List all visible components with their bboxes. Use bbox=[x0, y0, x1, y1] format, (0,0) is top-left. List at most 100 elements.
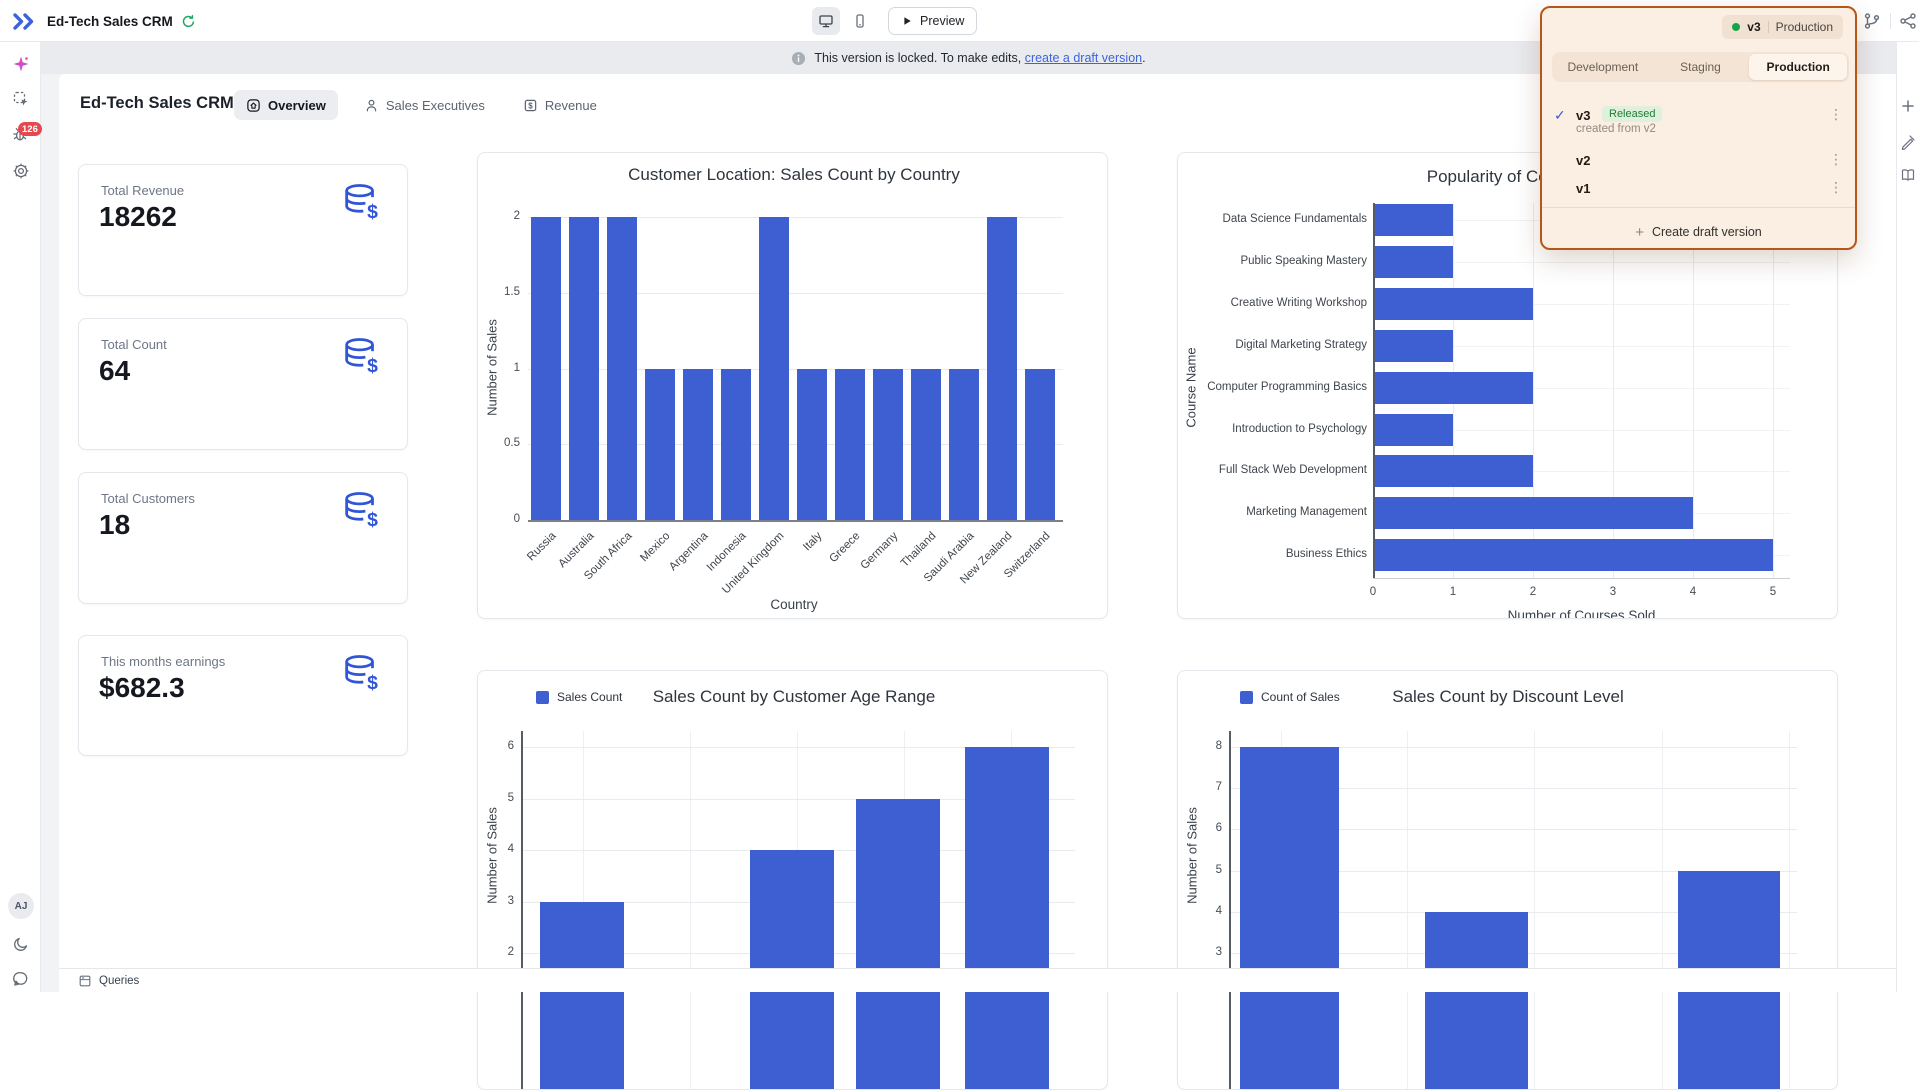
bar bbox=[797, 369, 827, 521]
version-row-v1[interactable]: v1 ⋮ bbox=[1554, 177, 1843, 201]
kebab-menu-icon[interactable]: ⋮ bbox=[1829, 179, 1843, 196]
bar bbox=[1025, 369, 1055, 521]
bar bbox=[1373, 372, 1533, 404]
y-axis-title: Number of Sales bbox=[485, 776, 500, 936]
bar bbox=[540, 902, 624, 1090]
version-pill-environment: Production bbox=[1776, 20, 1833, 34]
dark-mode-icon[interactable] bbox=[12, 935, 30, 953]
library-icon[interactable] bbox=[1900, 167, 1916, 183]
select-icon[interactable] bbox=[12, 90, 30, 108]
version-name: v3 bbox=[1576, 108, 1590, 123]
app-title: Ed-Tech Sales CRM bbox=[47, 14, 173, 29]
svg-text:$: $ bbox=[367, 672, 378, 694]
app-logo-icon bbox=[12, 12, 39, 31]
y-tick-label: Marketing Management bbox=[1182, 506, 1367, 518]
env-tab-development[interactable]: Development bbox=[1554, 54, 1652, 80]
add-component-icon[interactable] bbox=[1900, 98, 1916, 114]
tab-overview[interactable]: Overview bbox=[234, 90, 338, 120]
chart-sales-by-country: Customer Location: Sales Count by Countr… bbox=[477, 152, 1108, 619]
version-subtext: created from v2 bbox=[1576, 123, 1656, 135]
bar bbox=[949, 369, 979, 521]
mobile-icon bbox=[852, 13, 868, 29]
y-axis-title: Number of Sales bbox=[485, 288, 500, 448]
panel-divider bbox=[1542, 207, 1855, 208]
stat-card-month-earnings: This months earnings $682.3 $ bbox=[78, 635, 408, 756]
bar bbox=[873, 369, 903, 521]
kebab-menu-icon[interactable]: ⋮ bbox=[1829, 151, 1843, 168]
preview-button[interactable]: Preview bbox=[888, 7, 977, 35]
magic-icon[interactable] bbox=[12, 55, 30, 73]
y-axis-line bbox=[1229, 731, 1231, 1090]
x-tick-label: 4 bbox=[1678, 586, 1708, 598]
styles-icon[interactable] bbox=[1900, 134, 1916, 150]
queries-bar[interactable]: Queries bbox=[59, 968, 1896, 992]
database-dollar-icon: $ bbox=[341, 489, 383, 531]
released-badge: Released bbox=[1602, 106, 1662, 122]
bar bbox=[835, 369, 865, 521]
gridline bbox=[1407, 731, 1408, 1090]
desktop-icon bbox=[818, 13, 834, 29]
tab-sales-executives[interactable]: Sales Executives bbox=[352, 90, 497, 120]
bar bbox=[1373, 539, 1773, 571]
branch-icon[interactable] bbox=[1863, 12, 1881, 30]
stat-label: Total Count bbox=[101, 337, 167, 352]
tab-label: Revenue bbox=[545, 98, 597, 113]
desktop-toggle-button[interactable] bbox=[812, 7, 840, 35]
stat-value: 18 bbox=[99, 509, 130, 541]
avatar[interactable]: AJ bbox=[8, 893, 34, 919]
kebab-menu-icon[interactable]: ⋮ bbox=[1829, 106, 1843, 123]
help-chat-icon[interactable] bbox=[12, 970, 30, 988]
gridline bbox=[1693, 203, 1694, 578]
bar bbox=[569, 217, 599, 520]
y-axis-line bbox=[521, 731, 523, 1090]
settings-icon[interactable] bbox=[12, 162, 30, 180]
y-tick-label: 8 bbox=[1190, 740, 1222, 752]
y-tick-label: Computer Programming Basics bbox=[1182, 381, 1367, 393]
env-tab-staging[interactable]: Staging bbox=[1652, 54, 1750, 80]
mobile-toggle-button[interactable] bbox=[846, 7, 874, 35]
tab-label: Overview bbox=[268, 98, 326, 113]
gridline bbox=[1789, 731, 1790, 1090]
svg-text:$: $ bbox=[367, 201, 378, 223]
gridline bbox=[1773, 203, 1774, 578]
version-row-v2[interactable]: v2 ⋮ bbox=[1554, 149, 1843, 173]
money-icon: $ bbox=[523, 98, 538, 113]
queries-label: Queries bbox=[99, 975, 139, 987]
stat-card-total-revenue: Total Revenue 18262 $ bbox=[78, 164, 408, 296]
play-icon bbox=[901, 15, 913, 27]
banner-text: This version is locked. To make edits, c… bbox=[814, 51, 1145, 65]
y-tick-label: 2 bbox=[488, 210, 520, 222]
environment-tabs: Development Staging Production bbox=[1552, 52, 1849, 82]
x-tick-label: 5 bbox=[1758, 586, 1788, 598]
gridline bbox=[1662, 731, 1663, 1090]
pill-divider bbox=[1768, 21, 1769, 33]
version-pill-button[interactable]: v3 Production bbox=[1722, 15, 1843, 39]
x-tick-label: 2 bbox=[1518, 586, 1548, 598]
y-axis-line bbox=[1373, 203, 1375, 578]
database-dollar-icon: $ bbox=[341, 652, 383, 694]
home-icon bbox=[246, 98, 261, 113]
y-tick-label: 2 bbox=[482, 946, 514, 958]
x-tick-label: 3 bbox=[1598, 586, 1628, 598]
stat-label: This months earnings bbox=[101, 654, 225, 669]
x-axis-title: Number of Courses Sold bbox=[1472, 608, 1692, 619]
check-icon: ✓ bbox=[1554, 107, 1566, 124]
legend-swatch bbox=[1240, 691, 1253, 704]
x-axis-line bbox=[1373, 578, 1790, 579]
y-tick-label: Digital Marketing Strategy bbox=[1182, 339, 1367, 351]
tab-revenue[interactable]: $ Revenue bbox=[511, 90, 609, 120]
gridline bbox=[1534, 731, 1535, 1090]
bar bbox=[987, 217, 1017, 520]
create-draft-link[interactable]: create a draft version bbox=[1025, 51, 1142, 65]
sync-status-icon bbox=[181, 14, 196, 29]
env-tab-production[interactable]: Production bbox=[1749, 54, 1847, 80]
bar bbox=[531, 217, 561, 520]
create-draft-version-button[interactable]: + Create draft version bbox=[1542, 218, 1855, 246]
x-axis-title: Country bbox=[694, 597, 894, 612]
stat-label: Total Revenue bbox=[101, 183, 184, 198]
share-icon[interactable] bbox=[1899, 12, 1917, 30]
bar bbox=[645, 369, 675, 521]
page-tabs: Overview Sales Executives $ Revenue bbox=[234, 90, 609, 120]
